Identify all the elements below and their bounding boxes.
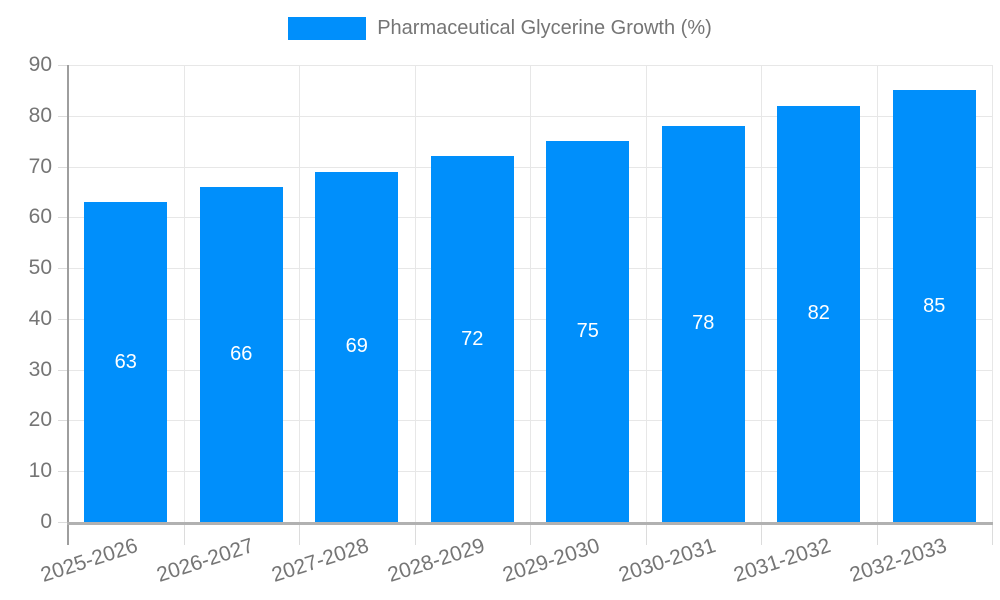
- bar-value-label: 75: [576, 320, 599, 343]
- bar-value-label: 69: [345, 335, 368, 358]
- x-tick: [299, 525, 300, 545]
- gridline-v: [645, 65, 647, 522]
- y-axis-label: 70: [28, 154, 52, 178]
- y-axis-label: 10: [28, 459, 52, 483]
- y-tick: [58, 522, 68, 523]
- y-tick: [58, 471, 68, 473]
- x-axis-label: 2030-2031: [615, 534, 719, 587]
- y-axis-label: 90: [28, 53, 52, 76]
- bar[interactable]: 78: [661, 125, 745, 522]
- y-axis-label: 30: [28, 357, 52, 381]
- y-tick: [58, 166, 68, 168]
- x-tick: [414, 525, 416, 545]
- gridline-v: [299, 65, 300, 522]
- y-tick: [58, 65, 68, 66]
- gridline-v: [992, 65, 993, 522]
- gridline-v: [414, 65, 416, 522]
- x-axis-label: 2032-2033: [846, 534, 950, 587]
- x-tick: [645, 525, 647, 545]
- bar-value-label: 82: [807, 302, 830, 325]
- x-axis-label: 2028-2029: [384, 534, 488, 587]
- legend-item[interactable]: Pharmaceutical Glycerine Growth (%): [288, 17, 712, 40]
- x-axis-line: [67, 522, 993, 525]
- bar[interactable]: 63: [84, 202, 168, 522]
- x-axis-label: 2029-2030: [500, 534, 603, 587]
- gridline-v: [183, 65, 185, 522]
- bar[interactable]: 75: [546, 141, 630, 522]
- bar-value-label: 63: [114, 350, 137, 373]
- y-axis-label: 80: [28, 103, 52, 127]
- y-tick: [58, 369, 68, 371]
- y-axis-label: 20: [28, 408, 52, 432]
- x-axis-label: 2025-2026: [38, 534, 141, 587]
- y-tick: [58, 420, 68, 422]
- y-axis-label: 0: [40, 510, 52, 533]
- legend-swatch-icon: [288, 17, 367, 40]
- y-tick: [58, 318, 68, 320]
- y-tick: [58, 268, 68, 270]
- bar[interactable]: 69: [315, 171, 399, 522]
- bar-value-label: 78: [692, 312, 715, 335]
- bar-value-label: 85: [923, 294, 946, 317]
- bar[interactable]: 66: [199, 186, 283, 522]
- bar-value-label: 72: [461, 327, 484, 350]
- y-axis-label: 60: [28, 205, 52, 229]
- legend-label: Pharmaceutical Glycerine Growth (%): [377, 17, 712, 39]
- x-axis-label: 2026-2027: [153, 534, 257, 587]
- x-axis-label: 2031-2032: [731, 534, 834, 587]
- bar-value-label: 66: [230, 342, 253, 365]
- x-tick: [876, 525, 878, 545]
- x-tick: [183, 525, 185, 545]
- x-tick: [761, 525, 762, 545]
- gridline-v: [761, 65, 762, 522]
- y-axis-label: 40: [28, 306, 52, 330]
- y-axis-line: [67, 65, 69, 545]
- gridline-v: [530, 65, 531, 522]
- y-tick: [58, 115, 68, 117]
- bar[interactable]: 82: [777, 105, 861, 522]
- x-tick: [992, 525, 993, 545]
- bar[interactable]: 72: [430, 156, 514, 522]
- bar[interactable]: 85: [892, 90, 976, 522]
- gridline-v: [876, 65, 878, 522]
- legend: Pharmaceutical Glycerine Growth (%): [0, 17, 1000, 40]
- y-tick: [58, 217, 68, 219]
- y-axis-label: 50: [28, 256, 52, 280]
- x-axis-label: 2027-2028: [269, 534, 372, 587]
- x-tick: [530, 525, 531, 545]
